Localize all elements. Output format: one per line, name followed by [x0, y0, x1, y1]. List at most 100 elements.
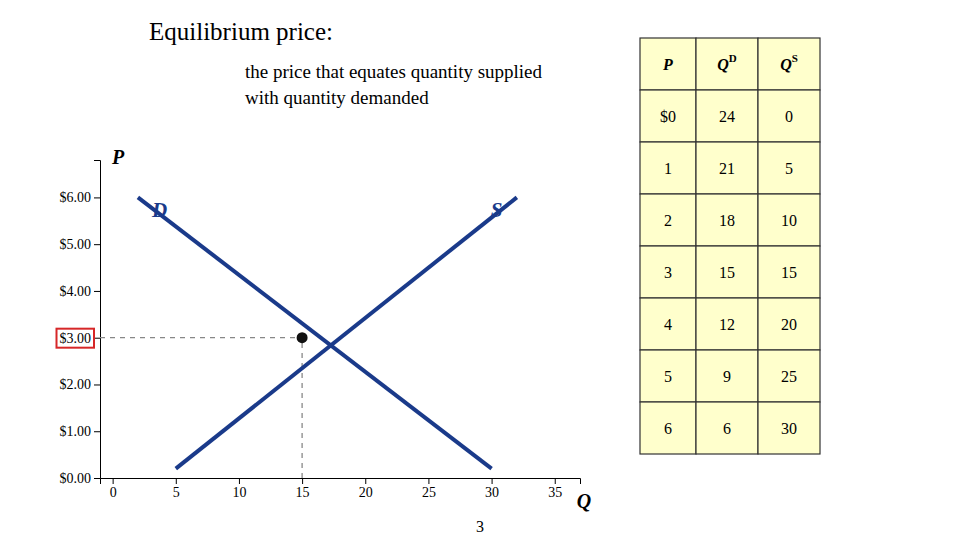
x-tick-label: 10 — [232, 485, 246, 500]
x-tick: 30 — [485, 478, 499, 500]
subtitle: the price that equates quantity supplied — [245, 61, 543, 82]
x-tick: 5 — [173, 478, 180, 500]
table-cell — [758, 38, 820, 90]
y-tick-label: $4.00 — [60, 284, 92, 299]
x-tick-label: 35 — [548, 485, 562, 500]
table-cell — [696, 298, 758, 350]
table-value: 21 — [719, 160, 735, 177]
y-tick: $1.00 — [60, 424, 101, 439]
y-tick-label: $0.00 — [60, 471, 92, 486]
x-tick-label: 25 — [422, 485, 436, 500]
y-tick: $3.00 — [57, 329, 101, 348]
x-tick: 25 — [422, 478, 436, 500]
x-tick-label: 20 — [359, 485, 373, 500]
table-header: P — [662, 56, 673, 73]
table-cell — [640, 298, 696, 350]
table-cell — [640, 90, 696, 142]
y-tick-label: $1.00 — [60, 424, 92, 439]
table-cell — [640, 246, 696, 298]
x-tick-mark — [428, 478, 429, 484]
table-cell — [640, 402, 696, 454]
title: Equilibrium price: — [149, 18, 333, 45]
table-value: 20 — [781, 316, 797, 333]
x-tick: 15 — [296, 478, 310, 500]
table-cell — [640, 38, 696, 90]
series-label: S — [491, 198, 503, 222]
y-tick-mark — [94, 478, 100, 479]
table-value: 6 — [723, 420, 731, 437]
x-tick-label: 5 — [173, 485, 180, 500]
table-value: 15 — [781, 264, 797, 281]
table-value: 15 — [719, 264, 735, 281]
table-value: 18 — [719, 212, 735, 229]
table-value: 25 — [781, 368, 797, 385]
y-tick-label: $6.00 — [60, 190, 92, 205]
table-cell — [758, 90, 820, 142]
equilibrium-guide-horizontal — [100, 337, 302, 338]
y-axis-line — [94, 161, 101, 479]
x-tick: 0 — [110, 478, 117, 500]
plot-marks — [100, 197, 517, 478]
table-cell — [696, 90, 758, 142]
table: PQDQS$0240121521810315154122059256630 — [640, 38, 820, 454]
table-value: 3 — [664, 264, 672, 281]
x-axis-label: Q — [577, 490, 591, 512]
table-cell — [758, 298, 820, 350]
x-tick-label: 0 — [110, 485, 117, 500]
table-value: $0 — [660, 108, 676, 125]
series-label: D — [151, 198, 167, 222]
table-cell — [758, 142, 820, 194]
table-cell — [640, 142, 696, 194]
table-value: 10 — [781, 212, 797, 229]
subtitle: with quantity demanded — [245, 87, 429, 108]
table-cell — [758, 194, 820, 246]
table-cell — [640, 350, 696, 402]
y-tick: $4.00 — [60, 284, 101, 299]
table-cell — [696, 402, 758, 454]
y-tick-mark — [94, 431, 100, 432]
table-value: 1 — [664, 160, 672, 177]
series-line — [138, 197, 492, 468]
table-value: 4 — [664, 316, 672, 333]
table-value: 30 — [781, 420, 797, 437]
x-tick: 10 — [232, 478, 246, 500]
y-axis: $0.00 $1.00 $2.00 $3.00 $4.00 $5.00 $6.00 — [57, 161, 101, 486]
x-tick-mark — [176, 478, 177, 484]
y-tick-label: $2.00 — [60, 377, 92, 392]
table-value: 24 — [719, 108, 735, 125]
y-tick-mark — [94, 291, 100, 292]
table-value: 5 — [664, 368, 672, 385]
table-cell — [696, 38, 758, 90]
y-tick: $0.00 — [60, 471, 101, 486]
table-value: 2 — [664, 212, 672, 229]
y-tick: $5.00 — [60, 237, 101, 252]
x-tick-mark — [555, 478, 556, 484]
y-tick: $6.00 — [60, 190, 101, 205]
table-value: 9 — [723, 368, 731, 385]
y-tick: $2.00 — [60, 377, 101, 392]
x-tick-label: 15 — [296, 485, 310, 500]
x-tick: 20 — [359, 478, 373, 500]
y-tick-mark — [94, 197, 100, 198]
x-tick: 35 — [548, 478, 562, 500]
x-tick-mark — [492, 478, 493, 484]
x-tick-mark — [365, 478, 366, 484]
table-value: 12 — [719, 316, 735, 333]
y-tick-mark — [94, 244, 100, 245]
equilibrium-guide-vertical — [301, 338, 302, 478]
series-line — [176, 197, 517, 468]
table-cell — [758, 402, 820, 454]
y-tick-label: $5.00 — [60, 237, 92, 252]
chart: Equilibrium price: the price that equates… — [0, 0, 960, 540]
x-tick-label: 30 — [485, 485, 499, 500]
y-axis-label: P — [111, 146, 125, 168]
table-header: QD — [717, 52, 737, 73]
table-cell — [758, 246, 820, 298]
table-header: QS — [780, 52, 798, 73]
table-cell — [640, 194, 696, 246]
table-cell — [696, 194, 758, 246]
table-value: 6 — [664, 420, 672, 437]
table-value: 5 — [785, 160, 793, 177]
x-axis-line — [101, 479, 581, 485]
x-tick-mark — [302, 478, 303, 484]
